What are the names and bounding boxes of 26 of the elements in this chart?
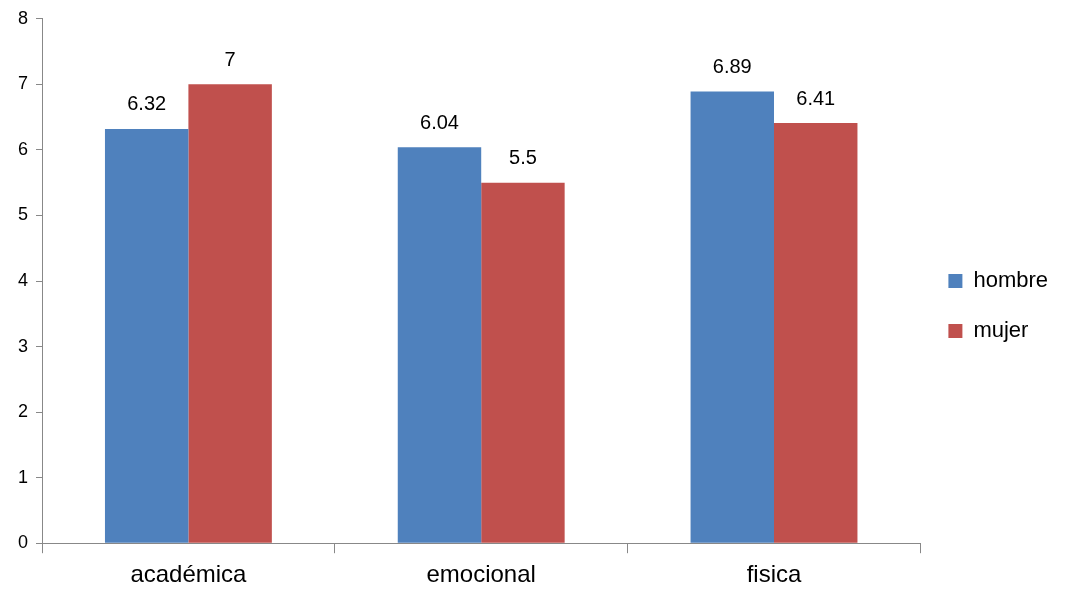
y-tick-label: 2 — [18, 401, 29, 422]
y-tick-label: 0 — [18, 532, 29, 553]
bar — [481, 182, 565, 543]
bar — [188, 84, 272, 543]
y-tick-label: 4 — [18, 269, 29, 290]
x-tick-label: académica — [130, 560, 248, 588]
data-label: 6.41 — [796, 86, 836, 109]
legend-label: hombre — [973, 267, 1048, 293]
bar — [397, 147, 482, 543]
y-tick-label: 1 — [18, 466, 29, 487]
bar — [104, 128, 189, 543]
data-label: 5.5 — [509, 146, 537, 169]
data-label: 6.04 — [420, 110, 459, 133]
y-tick-label: 5 — [18, 204, 29, 225]
y-tick-label: 7 — [18, 73, 29, 94]
y-tick-label: 6 — [18, 138, 29, 159]
y-tick-label: 8 — [18, 7, 29, 28]
x-tick-label: emocional — [426, 560, 536, 588]
data-label: 7 — [224, 47, 236, 70]
x-tick-label: fisica — [746, 560, 802, 588]
legend-label: mujer — [973, 317, 1029, 343]
bar — [690, 91, 775, 543]
y-tick-label: 3 — [18, 335, 29, 356]
data-label: 6.32 — [127, 92, 167, 115]
bar — [774, 123, 858, 543]
data-label: 6.89 — [712, 55, 752, 78]
